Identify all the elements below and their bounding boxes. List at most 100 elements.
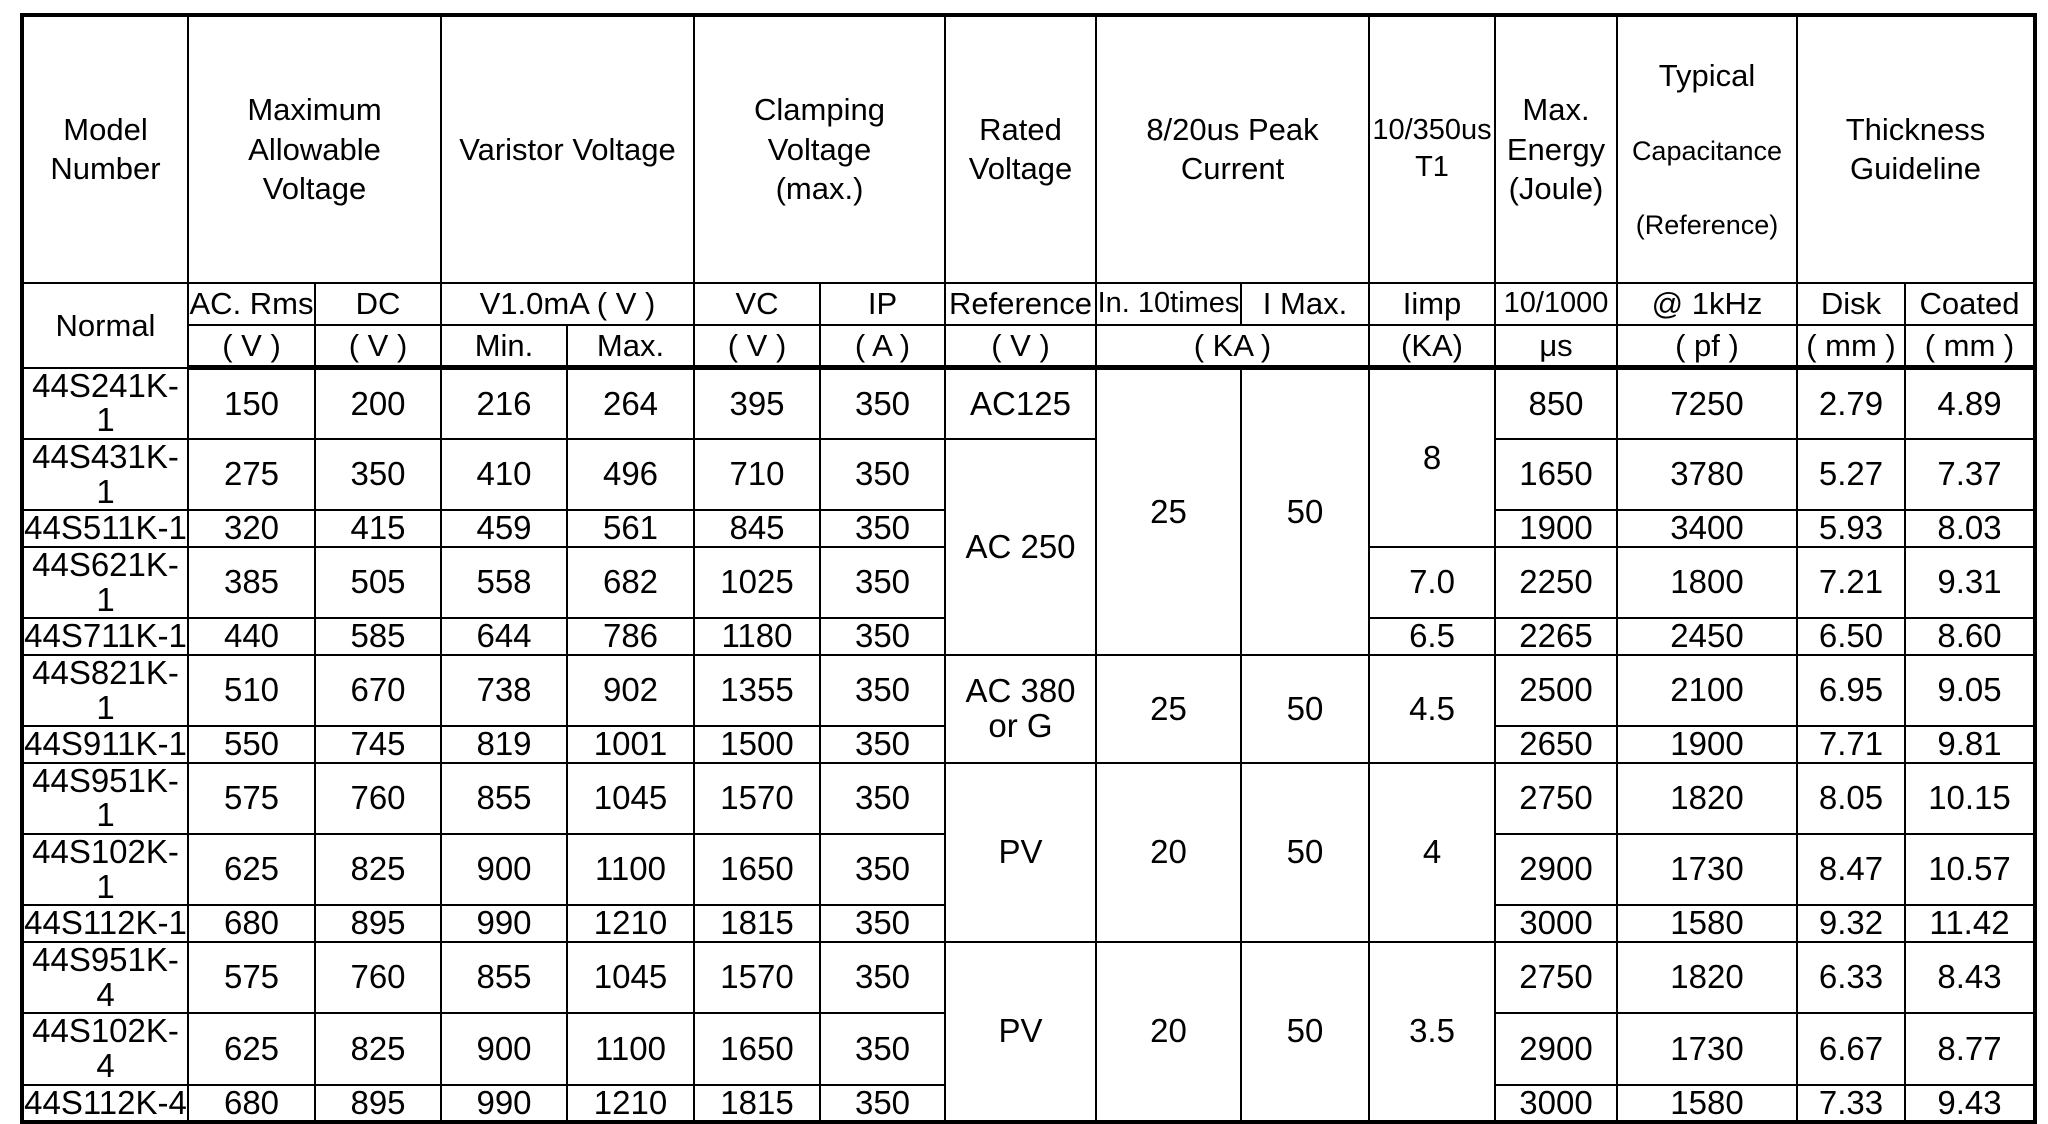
cell-varistor-max: 902	[566, 653, 695, 728]
unit-dc: ( V )	[314, 323, 442, 371]
cell-varistor-min: 855	[440, 761, 568, 836]
cell-ac-rms: 550	[187, 725, 316, 764]
cell-thickness-disk: 6.95	[1796, 653, 1906, 728]
unit-vc: ( V )	[693, 323, 821, 371]
subheader-dc: DC	[314, 281, 442, 326]
cell-model-number: 44S911K-1	[21, 725, 189, 764]
header-row-units: ( V ) ( V ) Min. Max. ( V ) ( A ) ( V ) …	[22, 323, 2036, 371]
unit-disk-mm: ( mm )	[1796, 323, 1906, 371]
cell-max-energy: 2250	[1494, 545, 1618, 620]
cell-peak-in10times: 20	[1095, 761, 1242, 944]
cell-ac-rms: 680	[187, 1083, 316, 1124]
cell-max-energy: 2650	[1494, 725, 1618, 764]
cell-varistor-min: 644	[440, 617, 568, 656]
cell-ac-rms: 625	[187, 1012, 316, 1086]
unit-capacitance-pf: ( pf )	[1616, 323, 1798, 371]
cell-model-number: 44S621K-1	[21, 545, 189, 620]
header-row-groups: Model Number Maximum Allowable Voltage V…	[21, 14, 2036, 284]
cell-varistor-max: 1210	[566, 1083, 695, 1124]
table-row: 44S431K-1 275 350 410 496 710 350 AC 250 1650 378…	[21, 438, 2036, 656]
cell-thickness-disk: 8.47	[1796, 833, 1906, 907]
subheader-iimp: Iimp	[1368, 281, 1496, 326]
cell-rated-reference: PV	[944, 941, 1097, 1124]
cell-varistor-min: 990	[440, 904, 568, 944]
cell-model-number: 44S112K-1	[21, 904, 189, 944]
cell-thickness-disk: 7.21	[1796, 545, 1906, 620]
cell-varistor-max: 1100	[566, 833, 695, 907]
cell-max-energy: 1650	[1494, 438, 1618, 512]
cell-peak-imax: 50	[1240, 366, 1370, 656]
col-header-clamping-voltage: Clamping Voltage (max.)	[693, 14, 946, 284]
subheader-reference: Reference	[944, 281, 1097, 326]
cell-iimp: 6.5	[1368, 617, 1496, 656]
cell-ac-rms: 320	[187, 509, 316, 548]
unit-reference: ( V )	[944, 323, 1097, 371]
subheader-disk: Disk	[1796, 281, 1906, 326]
cell-rated-reference: PV	[944, 761, 1097, 944]
cell-capacitance: 1900	[1616, 725, 1798, 764]
cell-thickness-coated: 8.03	[1904, 509, 2036, 548]
cell-clamping-ip: 350	[819, 617, 946, 656]
cell-iimp: 8	[1368, 366, 1496, 548]
subheader-10-1000: 10/1000	[1494, 281, 1618, 326]
cell-clamping-ip: 350	[819, 1012, 946, 1086]
unit-peak-current-ka: ( KA )	[1095, 323, 1370, 371]
cell-ac-rms: 680	[187, 904, 316, 944]
cell-clamping-ip: 350	[819, 509, 946, 548]
cell-clamping-ip: 350	[819, 438, 946, 512]
cell-thickness-disk: 5.27	[1796, 438, 1906, 512]
cell-iimp: 7.0	[1368, 545, 1496, 620]
cell-rated-reference: AC 380 or G	[944, 653, 1097, 764]
cell-rated-reference: AC125	[944, 366, 1097, 441]
table-row: 44S621K-1 385 505 558 682 1025 350 7.0 2250 1800 7…	[21, 545, 2036, 620]
unit-varistor-max: Max.	[566, 323, 695, 371]
cell-peak-in10times: 20	[1095, 941, 1242, 1124]
cell-varistor-max: 682	[566, 545, 695, 620]
cell-clamping-vc: 1815	[693, 904, 821, 944]
cell-capacitance: 2100	[1616, 653, 1798, 728]
cell-thickness-coated: 11.42	[1904, 904, 2036, 944]
cell-varistor-min: 990	[440, 1083, 568, 1124]
cell-varistor-min: 558	[440, 545, 568, 620]
cell-iimp: 4.5	[1368, 653, 1496, 764]
cell-clamping-vc: 1500	[693, 725, 821, 764]
cell-max-energy: 2500	[1494, 653, 1618, 728]
cell-dc: 200	[314, 366, 442, 441]
unit-iimp-ka: (KA)	[1368, 323, 1496, 371]
cell-max-energy: 2900	[1494, 833, 1618, 907]
cell-clamping-ip: 350	[819, 941, 946, 1015]
capacitance-line-1: Typical	[1658, 57, 1756, 93]
header-row-sub: Normal AC. Rms DC V1.0mA ( V ) VC IP Ref…	[21, 281, 2036, 369]
cell-clamping-vc: 1025	[693, 545, 821, 620]
cell-varistor-max: 1045	[566, 761, 695, 836]
cell-dc: 505	[314, 545, 442, 620]
cell-thickness-coated: 4.89	[1904, 366, 2036, 441]
cell-model-number: 44S511K-1	[21, 509, 189, 548]
cell-model-number: 44S711K-1	[21, 617, 189, 656]
cell-varistor-max: 561	[566, 509, 695, 548]
cell-varistor-min: 738	[440, 653, 568, 728]
cell-varistor-min: 819	[440, 725, 568, 764]
cell-capacitance: 1730	[1616, 1012, 1798, 1086]
cell-clamping-vc: 845	[693, 509, 821, 548]
cell-capacitance: 2450	[1616, 617, 1798, 656]
cell-thickness-coated: 10.15	[1904, 761, 2036, 836]
cell-thickness-disk: 7.71	[1796, 725, 1906, 764]
cell-dc: 670	[314, 653, 442, 728]
cell-model-number: 44S951K-4	[21, 941, 189, 1015]
cell-capacitance: 1580	[1616, 904, 1798, 944]
cell-model-number: 44S431K-1	[21, 438, 189, 512]
cell-thickness-coated: 7.37	[1904, 438, 2036, 512]
subheader-ip: IP	[819, 281, 946, 326]
cell-dc: 585	[314, 617, 442, 656]
cell-model-number: 44S821K-1	[21, 653, 189, 728]
cell-clamping-vc: 1650	[693, 833, 821, 907]
cell-thickness-coated: 9.05	[1904, 653, 2036, 728]
cell-peak-imax: 50	[1240, 941, 1370, 1124]
cell-thickness-coated: 9.43	[1904, 1083, 2036, 1124]
col-header-thickness-guideline: Thickness Guideline	[1796, 14, 2036, 284]
subheader-v1ma: V1.0mA ( V )	[440, 281, 695, 326]
table-row: 44S711K-1 440 585 644 786 1180 350 6.5 2265 2450 6…	[21, 617, 2036, 656]
cell-thickness-coated: 9.31	[1904, 545, 2036, 620]
